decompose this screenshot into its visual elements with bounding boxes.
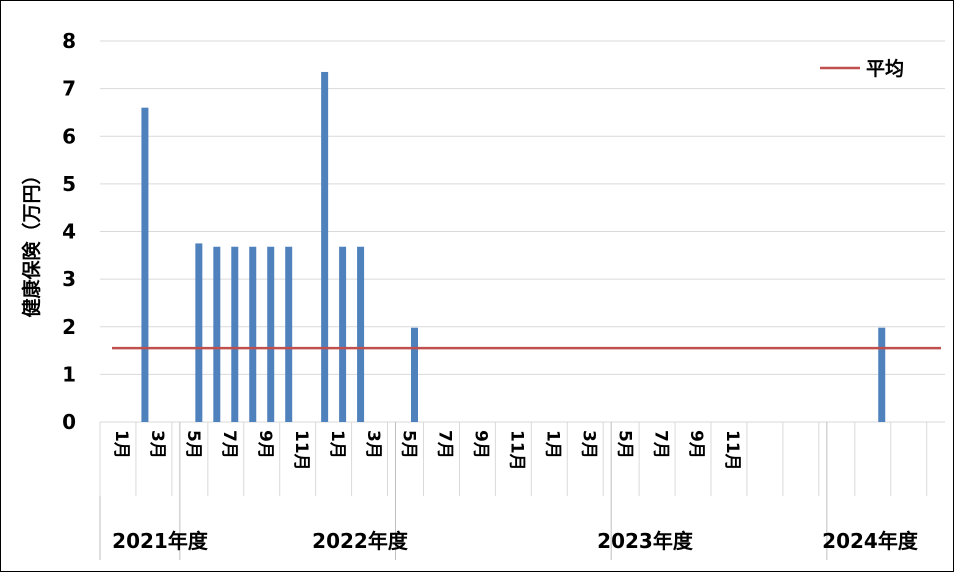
fiscal-year-label: 2023年度 bbox=[597, 529, 694, 553]
x-tick-label: 11月 bbox=[291, 430, 311, 471]
fiscal-year-label: 2022年度 bbox=[312, 529, 409, 553]
y-tick-label: 3 bbox=[62, 267, 76, 291]
x-tick-label: 5月 bbox=[399, 430, 419, 459]
x-tick-label: 3月 bbox=[147, 430, 167, 459]
bar bbox=[249, 246, 257, 422]
y-tick-label: 5 bbox=[62, 172, 76, 196]
bar bbox=[410, 327, 418, 422]
y-tick-label: 0 bbox=[62, 410, 76, 434]
x-tick-label: 11月 bbox=[722, 430, 742, 471]
y-tick-label: 4 bbox=[62, 220, 76, 244]
x-tick-label: 3月 bbox=[363, 430, 383, 459]
bar bbox=[213, 246, 221, 422]
bar bbox=[285, 246, 293, 422]
bar bbox=[141, 107, 149, 423]
y-tick-label: 2 bbox=[62, 315, 76, 339]
y-axis-title: 健康保険（万円） bbox=[20, 165, 43, 317]
bar bbox=[339, 246, 347, 422]
x-tick-label: 1月 bbox=[542, 430, 562, 459]
x-tick-label: 7月 bbox=[219, 430, 239, 459]
bar bbox=[357, 246, 365, 422]
x-tick-label: 1月 bbox=[111, 430, 131, 459]
x-tick-label: 9月 bbox=[686, 430, 706, 459]
x-tick-label: 5月 bbox=[614, 430, 634, 459]
legend-label: 平均 bbox=[866, 57, 904, 80]
x-tick-label: 7月 bbox=[435, 430, 455, 459]
y-tick-label: 8 bbox=[62, 29, 76, 53]
bar bbox=[878, 327, 886, 422]
bar bbox=[321, 71, 329, 423]
y-tick-label: 1 bbox=[62, 362, 76, 386]
bar bbox=[267, 246, 275, 422]
fiscal-year-label: 2021年度 bbox=[112, 529, 209, 553]
y-tick-label: 6 bbox=[62, 124, 76, 148]
x-tick-label: 11月 bbox=[507, 430, 527, 471]
x-tick-label: 5月 bbox=[183, 430, 203, 459]
x-tick-label: 3月 bbox=[578, 430, 598, 459]
x-tick-label: 1月 bbox=[327, 430, 347, 459]
bar bbox=[195, 243, 203, 422]
bar bbox=[231, 246, 239, 422]
y-tick-label: 7 bbox=[62, 77, 76, 101]
x-tick-label: 9月 bbox=[471, 430, 491, 459]
x-tick-label: 7月 bbox=[650, 430, 670, 459]
x-tick-label: 9月 bbox=[255, 430, 275, 459]
fiscal-year-label: 2024年度 bbox=[822, 529, 919, 553]
